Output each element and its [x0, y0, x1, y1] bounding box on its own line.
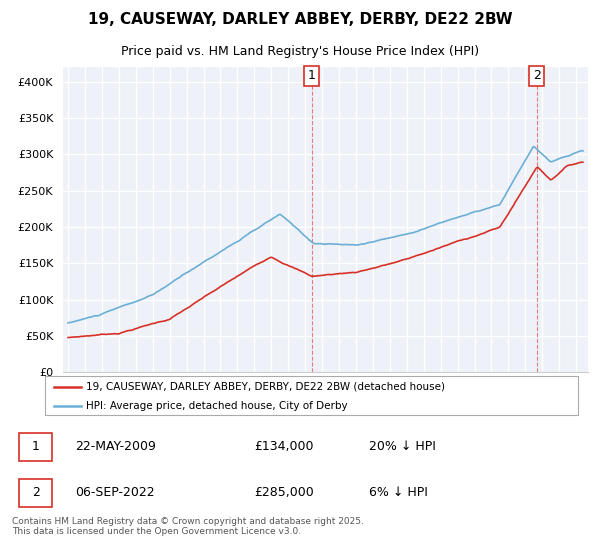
Text: 06-SEP-2022: 06-SEP-2022	[76, 487, 155, 500]
Text: 19, CAUSEWAY, DARLEY ABBEY, DERBY, DE22 2BW (detached house): 19, CAUSEWAY, DARLEY ABBEY, DERBY, DE22 …	[86, 381, 445, 391]
Text: 22-MAY-2009: 22-MAY-2009	[76, 440, 156, 453]
Text: HPI: Average price, detached house, City of Derby: HPI: Average price, detached house, City…	[86, 401, 348, 411]
Text: 19, CAUSEWAY, DARLEY ABBEY, DERBY, DE22 2BW: 19, CAUSEWAY, DARLEY ABBEY, DERBY, DE22 …	[88, 12, 512, 26]
Text: 2: 2	[533, 69, 541, 82]
FancyBboxPatch shape	[19, 433, 52, 461]
Text: £134,000: £134,000	[254, 440, 313, 453]
Text: 2: 2	[32, 487, 40, 500]
Text: 1: 1	[308, 69, 316, 82]
FancyBboxPatch shape	[19, 479, 52, 507]
Text: Price paid vs. HM Land Registry's House Price Index (HPI): Price paid vs. HM Land Registry's House …	[121, 45, 479, 58]
Text: 6% ↓ HPI: 6% ↓ HPI	[369, 487, 428, 500]
Text: 20% ↓ HPI: 20% ↓ HPI	[369, 440, 436, 453]
Text: Contains HM Land Registry data © Crown copyright and database right 2025.
This d: Contains HM Land Registry data © Crown c…	[12, 517, 364, 536]
Text: £285,000: £285,000	[254, 487, 314, 500]
FancyBboxPatch shape	[45, 376, 578, 416]
Text: 1: 1	[32, 440, 40, 453]
